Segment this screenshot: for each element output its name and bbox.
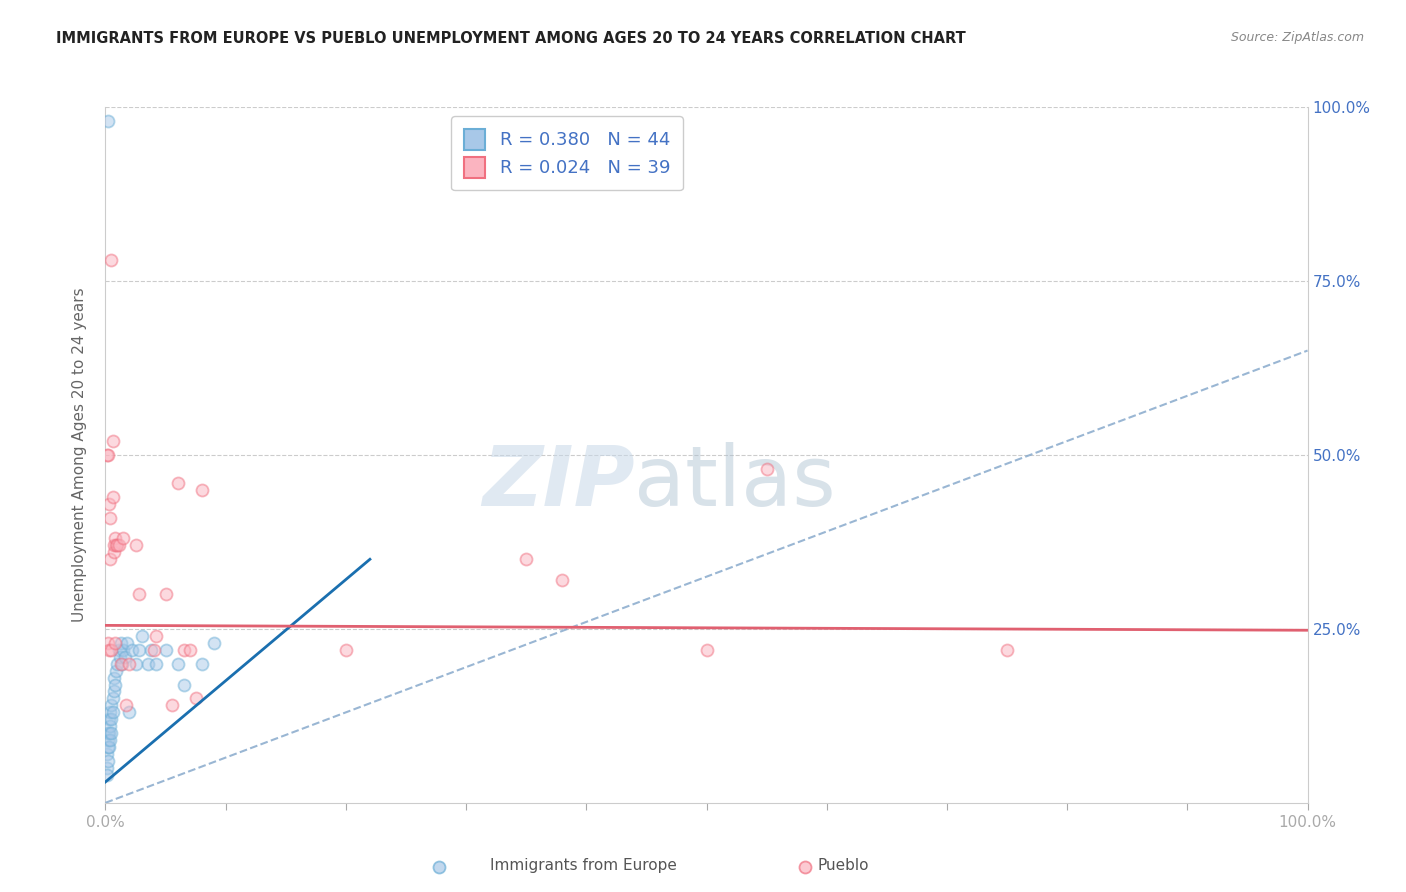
Point [111,657,134,671]
Point [103,538,125,552]
Point [427,860,450,874]
Point [97,114,120,128]
Point [107,657,129,671]
Text: Source: ZipAtlas.com: Source: ZipAtlas.com [1230,31,1364,45]
Point [155,642,177,657]
Point [104,532,127,546]
Point [103,545,125,559]
Point [160,698,183,713]
Point [98,510,121,524]
Text: Immigrants from Europe: Immigrants from Europe [491,858,676,872]
Point [794,860,817,874]
Point [98,642,121,657]
Point [96,761,118,775]
Point [108,649,131,664]
Point [115,698,138,713]
Point [96,768,118,782]
Text: Pueblo: Pueblo [818,858,869,872]
Point [131,629,153,643]
Point [98,712,121,726]
Point [98,733,121,747]
Point [145,657,167,671]
Point [100,253,122,268]
Point [114,649,136,664]
Point [100,642,122,657]
Point [104,677,127,691]
Point [97,740,120,755]
Point [105,538,128,552]
Point [98,719,121,733]
Point [118,706,141,720]
Point [155,587,177,601]
Point [98,726,121,740]
Point [190,657,212,671]
Point [139,642,162,657]
Point [103,671,125,685]
Point [107,642,129,657]
Point [112,642,135,657]
Point [145,629,167,643]
Point [136,657,159,671]
Point [97,636,120,650]
Point [103,684,125,698]
Point [121,642,143,657]
Point [101,490,124,504]
Point [995,642,1018,657]
Point [98,706,121,720]
Y-axis label: Unemployment Among Ages 20 to 24 years: Unemployment Among Ages 20 to 24 years [72,287,87,623]
Point [97,754,120,768]
Point [179,642,201,657]
Point [118,657,141,671]
Point [96,448,118,462]
Point [124,538,146,552]
Point [107,538,129,552]
Point [105,664,128,678]
Point [100,712,122,726]
Point [142,642,165,657]
Point [110,636,132,650]
Point [97,448,120,462]
Point [173,677,195,691]
Point [166,475,188,490]
Point [755,462,778,476]
Point [100,726,122,740]
Point [128,587,150,601]
Point [101,691,124,706]
Point [100,698,122,713]
Legend: R = 0.380   N = 44, R = 0.024   N = 39: R = 0.380 N = 44, R = 0.024 N = 39 [451,116,683,190]
Point [98,740,121,755]
Point [96,747,118,761]
Point [190,483,212,497]
Point [97,726,120,740]
Point [128,642,150,657]
Point [115,636,138,650]
Point [107,538,129,552]
Point [184,691,207,706]
Point [515,552,537,566]
Point [112,532,135,546]
Point [98,497,121,511]
Point [98,552,121,566]
Point [335,642,357,657]
Point [551,573,574,587]
Text: atlas: atlas [634,442,837,524]
Point [110,657,132,671]
Point [166,657,188,671]
Point [104,636,127,650]
Text: ZIP: ZIP [482,442,634,524]
Text: IMMIGRANTS FROM EUROPE VS PUEBLO UNEMPLOYMENT AMONG AGES 20 TO 24 YEARS CORRELAT: IMMIGRANTS FROM EUROPE VS PUEBLO UNEMPLO… [56,31,966,46]
Point [173,642,195,657]
Point [696,642,718,657]
Point [101,434,124,448]
Point [101,706,124,720]
Point [97,733,120,747]
Point [124,657,146,671]
Point [202,636,225,650]
